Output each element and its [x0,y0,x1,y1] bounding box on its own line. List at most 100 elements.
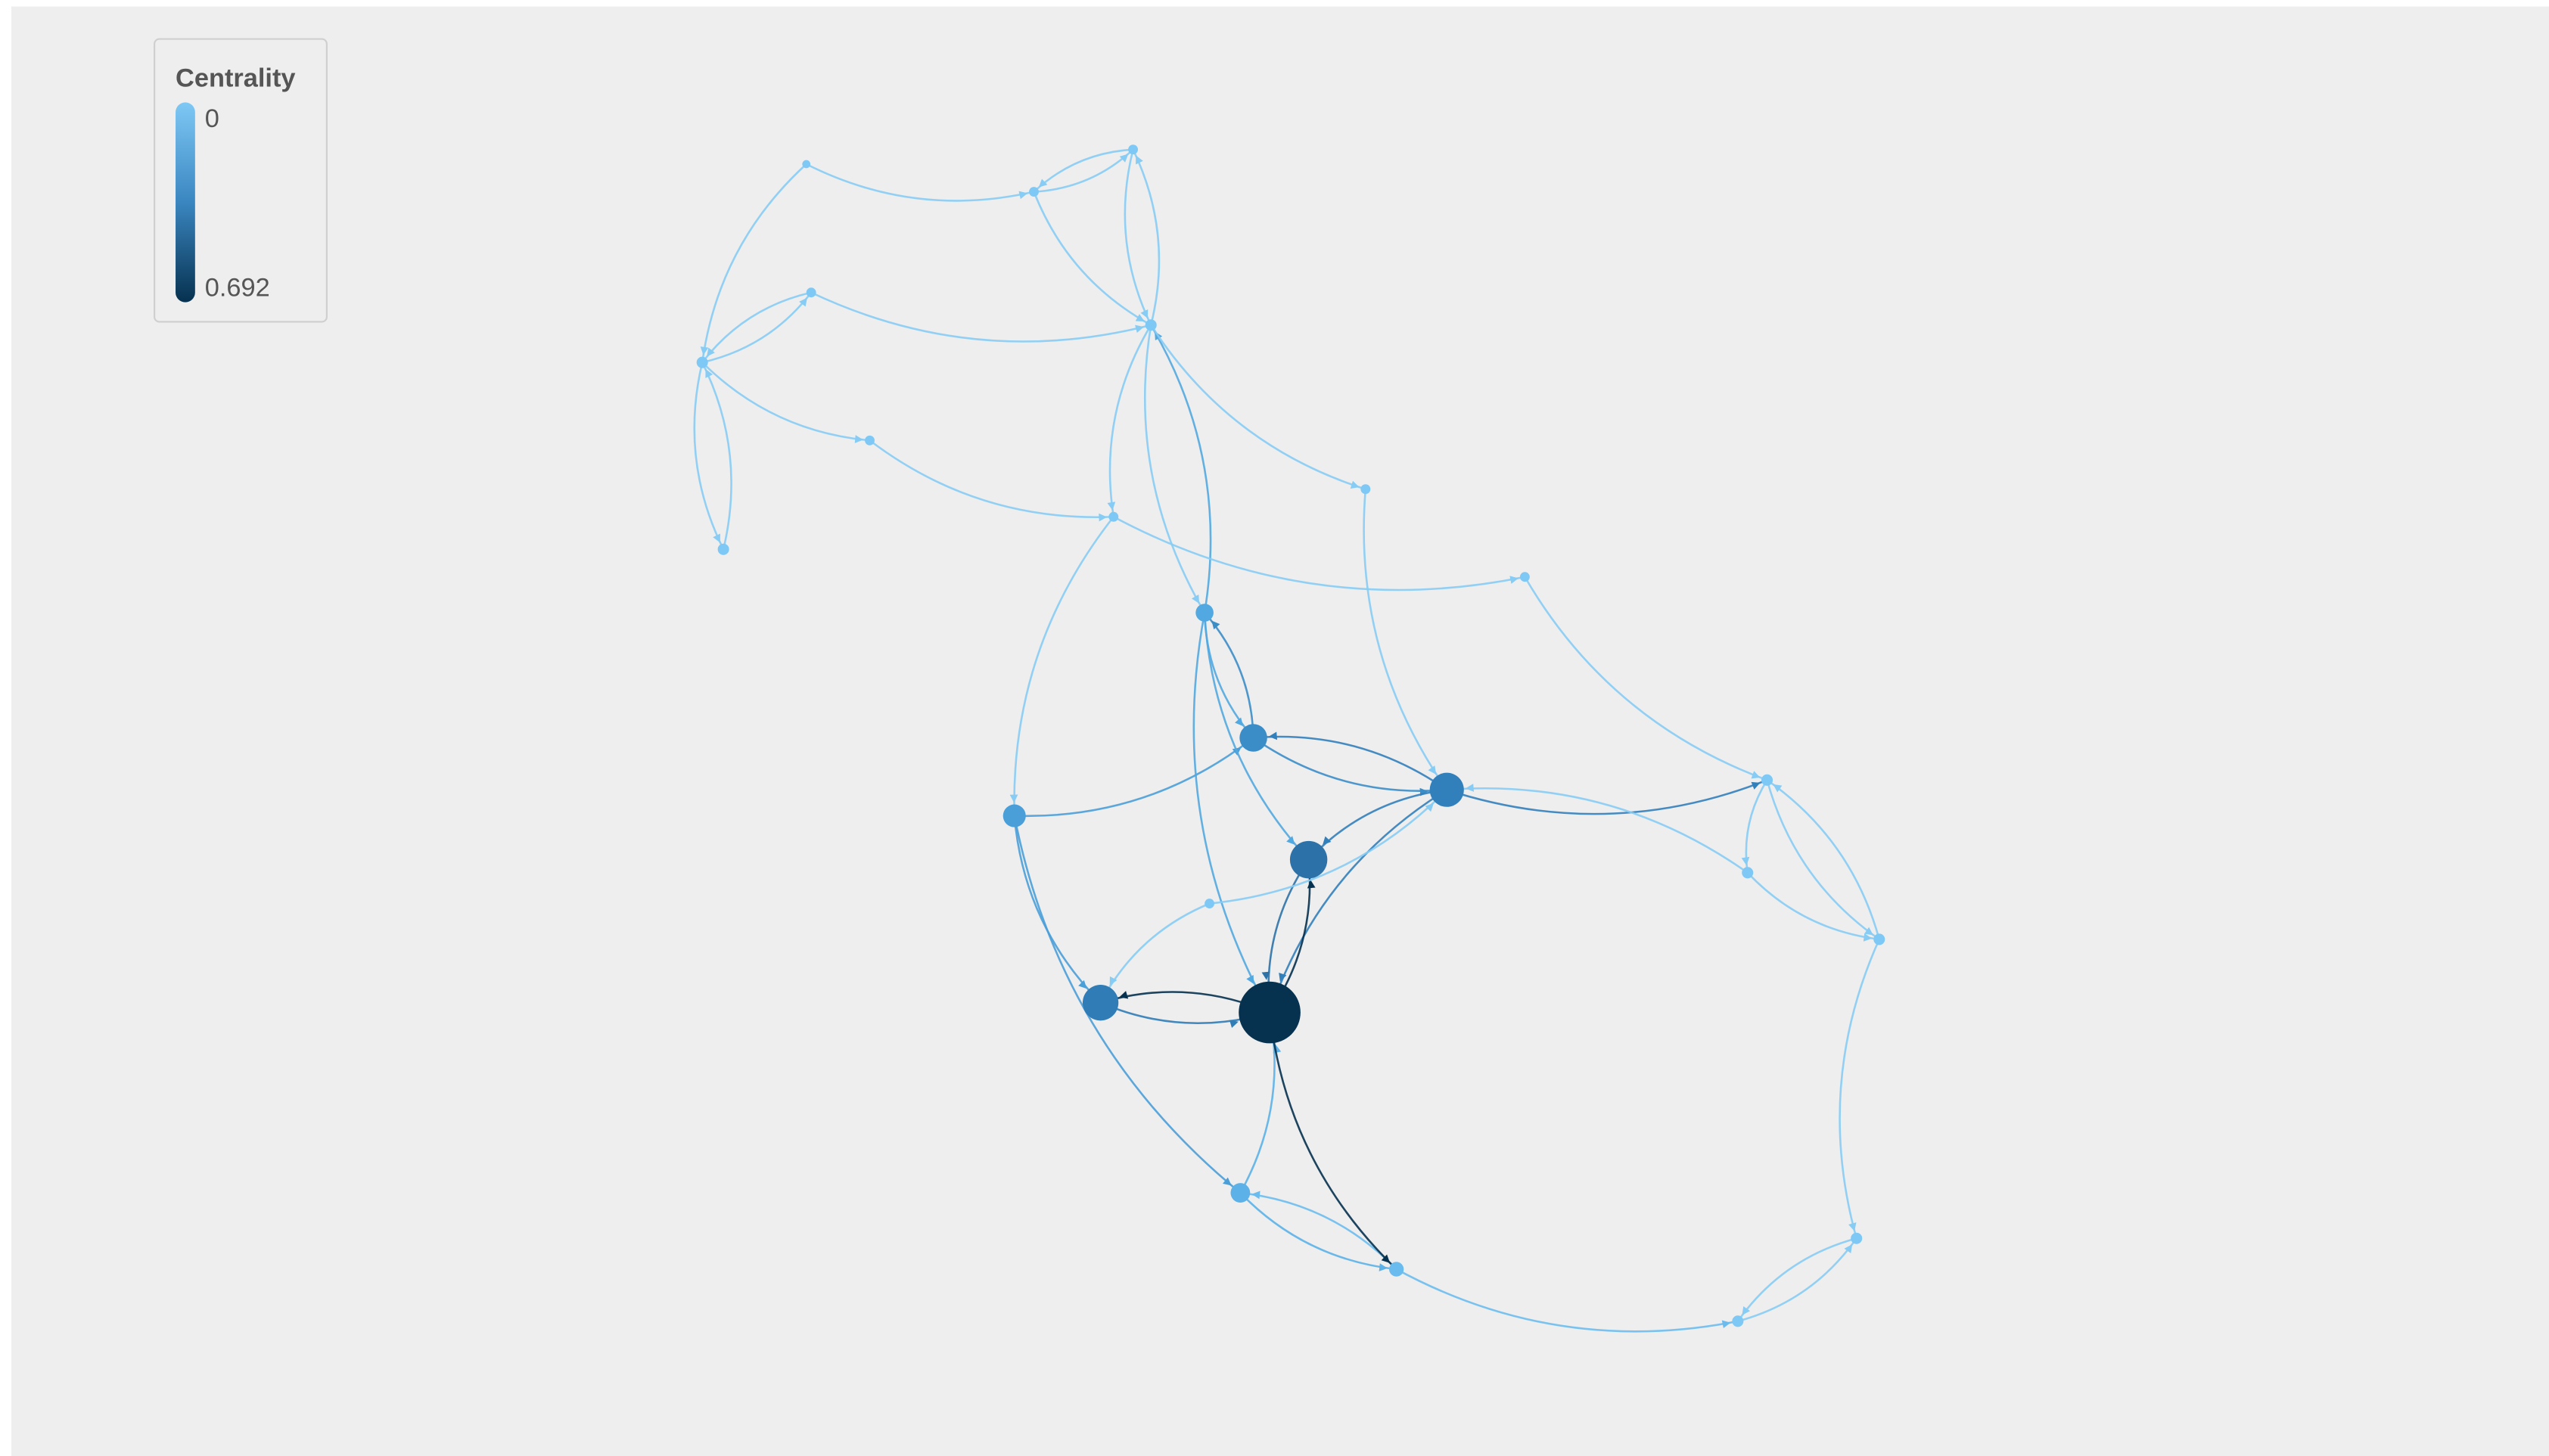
edge [1268,1012,1397,1270]
edge [1209,789,1448,905]
legend-gradient [176,102,195,303]
edge [1239,1192,1397,1271]
edge [1108,324,1152,517]
node [696,356,708,368]
node [1388,1262,1404,1277]
node [1851,1232,1863,1244]
edge-arrow [1268,731,1278,740]
edge [1150,324,1212,613]
node [717,543,729,555]
edge-arrow [1191,594,1200,604]
edge-arrow [705,368,713,378]
edge-arrow [1742,1306,1751,1315]
node [1761,774,1773,786]
edge-arrow [1223,1177,1232,1186]
edge [701,291,813,364]
edge-arrow [1246,975,1254,985]
edge [1150,324,1366,490]
edge-arrow [1286,836,1295,845]
node [1029,187,1039,197]
node [1873,933,1885,945]
edge [810,291,1152,343]
edge [1363,489,1448,790]
edge-arrow [1379,1263,1388,1271]
edge-arrow [1109,976,1118,986]
node [1145,319,1157,331]
node [1230,1183,1251,1203]
edge-arrow [1135,324,1144,333]
edge-arrow [1135,314,1145,322]
edge [1839,939,1880,1239]
legend: Centrality 0 0.692 [154,38,328,323]
nodes [696,144,1885,1327]
edge [1524,576,1767,781]
edge-arrow [1279,972,1287,982]
legend-min: 0 [205,104,219,133]
edge [1446,779,1768,815]
edge [693,362,725,550]
edge-arrow [1119,991,1129,999]
background [11,6,2549,1456]
edge-arrow [1741,856,1750,866]
legend-title: Centrality [176,64,295,92]
edge [1113,516,1525,591]
edge-arrow [1381,1254,1391,1263]
edge-arrow [707,347,715,357]
edge-arrow [1119,154,1129,163]
edge [1253,735,1447,791]
edge-arrow [1509,576,1519,584]
edge [806,163,1034,202]
edge-arrow [1235,717,1244,727]
edge [1013,815,1242,1194]
node [1239,724,1267,752]
edge [1013,516,1114,816]
edge-arrow [1078,979,1087,989]
node [1519,572,1530,582]
node [1128,144,1139,155]
edge [1033,191,1152,326]
edge [1736,1237,1857,1322]
node [1429,772,1464,807]
edge [1447,787,1749,874]
canvas: Centrality 0 0.692 [11,6,2549,1456]
edge [1099,902,1211,1004]
edge [701,362,732,550]
edge-arrow [854,435,863,443]
edge-arrow [1721,1320,1731,1329]
edge-arrow [1229,1020,1239,1028]
edge [701,291,812,363]
node [1195,604,1214,622]
edge [1766,779,1881,940]
edge [1014,737,1254,818]
edge-arrow [1773,784,1783,793]
edge-arrow [1099,513,1108,522]
node [1742,867,1754,879]
node [865,435,875,445]
edge-arrow [1261,971,1270,980]
edge-arrow [713,533,720,543]
edge [1132,149,1161,326]
edge-arrow [700,346,709,355]
edge [701,163,807,363]
edge-arrow [1323,836,1332,846]
edge-arrow [1844,1244,1853,1254]
edge-arrow [1465,784,1475,792]
edge-arrow [799,297,807,307]
edge-arrow [1018,191,1028,200]
edges [693,148,1881,1333]
node [802,160,811,169]
edge-arrow [1350,480,1360,489]
edge-arrow [1140,309,1149,319]
legend-max: 0.692 [205,274,270,303]
node [1003,804,1026,827]
edge-arrow [1848,1222,1857,1231]
edge [1124,149,1152,326]
node [1082,985,1119,1021]
edge-arrow [1107,501,1116,511]
edge-arrow [1864,927,1873,936]
edge [701,362,870,442]
edge-arrow [1428,765,1437,775]
node [1205,899,1215,909]
